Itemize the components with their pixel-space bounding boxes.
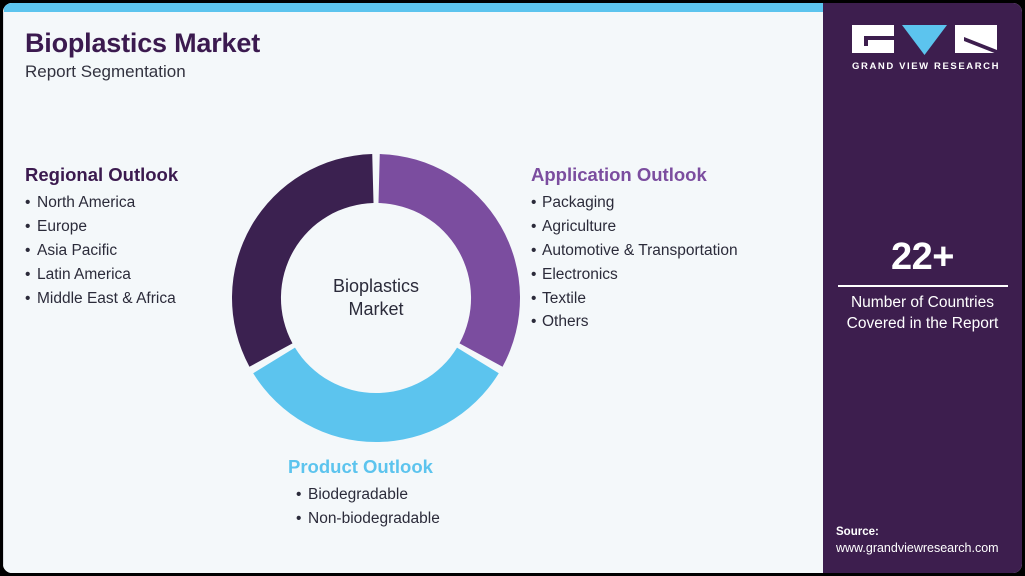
stat-caption-line-1: Number of Countries bbox=[850, 294, 994, 311]
list-item-label: North America bbox=[37, 194, 136, 212]
list-item: • North America bbox=[25, 191, 178, 215]
stat-value: 22+ bbox=[891, 236, 954, 278]
stat-divider bbox=[837, 285, 1008, 287]
donut-segment bbox=[253, 347, 499, 442]
product-outlook-block: Product Outlook • Biodegradable • Non-biod… bbox=[288, 456, 440, 531]
list-item: • Agriculture bbox=[531, 215, 738, 239]
list-item-label: Agriculture bbox=[542, 218, 617, 236]
list-item-label: Biodegradable bbox=[308, 486, 408, 504]
list-item-label: Electronics bbox=[542, 265, 618, 283]
product-outlook-heading: Product Outlook bbox=[288, 456, 433, 477]
page-subtitle: Report Segmentation bbox=[25, 62, 186, 81]
list-item: • Biodegradable bbox=[288, 483, 440, 507]
list-item: • Non-biodegradable bbox=[288, 507, 440, 531]
regional-outlook-block: Regional Outlook • North America • Europe … bbox=[25, 164, 179, 310]
bullet-icon: • bbox=[531, 313, 537, 331]
bullet-icon: • bbox=[531, 218, 537, 236]
regional-outlook-heading: Regional Outlook bbox=[25, 164, 179, 185]
list-item-label: Packaging bbox=[542, 194, 615, 212]
bullet-icon: • bbox=[25, 194, 31, 212]
source-block: Source: www.grandviewresearch.com bbox=[836, 524, 1022, 557]
list-item: • Textile bbox=[531, 287, 738, 311]
donut-chart: Bioplastics Market bbox=[231, 153, 521, 443]
list-item-label: Asia Pacific bbox=[37, 241, 118, 259]
top-accent-bar bbox=[4, 3, 824, 12]
list-item: • Middle East & Africa bbox=[25, 287, 178, 311]
application-outlook-list: • Packaging • Agriculture • Automotive & Tr… bbox=[531, 191, 738, 334]
bullet-icon: • bbox=[296, 486, 302, 504]
list-item: • Asia Pacific bbox=[25, 239, 178, 263]
source-label: Source: bbox=[836, 526, 879, 538]
list-item: • Electronics bbox=[531, 263, 738, 287]
application-outlook-block: Application Outlook • Packaging • Agricult… bbox=[531, 164, 738, 334]
list-item-label: Automotive & Transportation bbox=[542, 241, 738, 259]
list-item-label: Textile bbox=[542, 289, 586, 307]
page-title: Bioplastics Market bbox=[25, 28, 260, 58]
bullet-icon: • bbox=[531, 241, 537, 259]
application-outlook-heading: Application Outlook bbox=[531, 164, 707, 185]
list-item-label: Latin America bbox=[37, 265, 131, 283]
regional-outlook-list: • North America • Europe • Asia Pacific • La… bbox=[25, 191, 178, 310]
list-item: • Latin America bbox=[25, 263, 178, 287]
stat-caption: Number of Countries Covered in the Repor… bbox=[823, 292, 1022, 334]
bullet-icon: • bbox=[296, 510, 302, 528]
list-item-label: Non-biodegradable bbox=[308, 510, 440, 528]
grand-view-research-logo: GRAND VIEW RESEARCH bbox=[852, 23, 1001, 78]
gvr-logo-mark-icon bbox=[852, 25, 997, 55]
brand-panel: GRAND VIEW RESEARCH 22+ Number of Countr… bbox=[823, 3, 1022, 573]
bullet-icon: • bbox=[25, 265, 31, 283]
gvr-logo-wordmark: GRAND VIEW RESEARCH bbox=[852, 61, 1001, 72]
list-item: • Packaging bbox=[531, 191, 738, 215]
donut-segment bbox=[232, 154, 374, 367]
bullet-icon: • bbox=[25, 241, 31, 259]
list-item: • Europe bbox=[25, 215, 178, 239]
list-item: • Others bbox=[531, 310, 738, 334]
bullet-icon: • bbox=[531, 289, 537, 307]
stat-caption-line-2: Covered in the Report bbox=[846, 315, 999, 332]
product-outlook-list: • Biodegradable • Non-biodegradable bbox=[288, 483, 440, 531]
list-item-label: Middle East & Africa bbox=[37, 289, 176, 307]
content-pane: Bioplastics Market Report Segmentation R… bbox=[3, 3, 824, 573]
list-item-label: Others bbox=[542, 313, 589, 331]
donut-segment bbox=[378, 154, 520, 367]
bullet-icon: • bbox=[531, 265, 537, 283]
list-item-label: Europe bbox=[37, 218, 87, 236]
list-item: • Automotive & Transportation bbox=[531, 239, 738, 263]
bullet-icon: • bbox=[25, 218, 31, 236]
stat-block: 22+ Number of Countries Covered in the R… bbox=[823, 235, 1022, 334]
bullet-icon: • bbox=[25, 289, 31, 307]
bullet-icon: • bbox=[531, 194, 537, 212]
infographic-card: Bioplastics Market Report Segmentation R… bbox=[3, 3, 1022, 573]
donut-chart-svg bbox=[232, 154, 520, 442]
source-url[interactable]: www.grandviewresearch.com bbox=[836, 541, 999, 555]
